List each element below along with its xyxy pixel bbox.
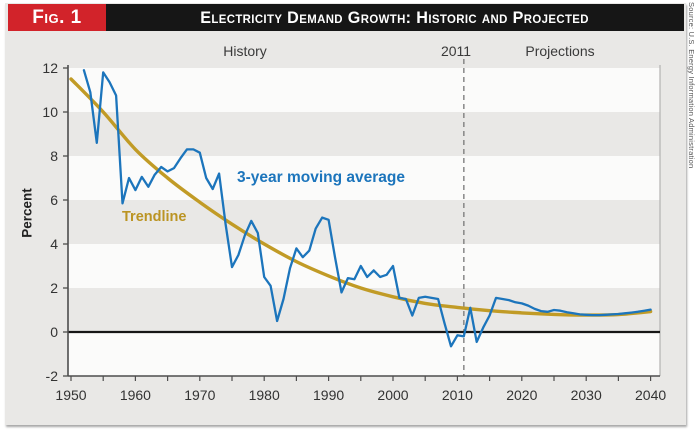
- fig-number-badge: Fig. 1: [8, 4, 106, 31]
- divider-year-label: 2011: [440, 43, 472, 59]
- x-tick-label: 1960: [120, 387, 151, 403]
- plot-band: [68, 244, 660, 288]
- plot-band: [68, 68, 660, 112]
- x-tick-label: 2030: [571, 387, 602, 403]
- trendline-series-label: Trendline: [122, 209, 187, 225]
- y-tick-label: 4: [50, 236, 58, 252]
- chart-canvas: -2 0 2 4 6 8 10 12 1950 1960 1970 1980 1990 2000 2010 2…: [42, 59, 666, 403]
- moving-average-series-label: 3-year moving average: [237, 169, 406, 186]
- y-tick-label: 6: [50, 192, 58, 208]
- moving-average-line: [82, 69, 652, 348]
- y-tick-label: 10: [42, 104, 58, 120]
- region-label-history: History: [223, 43, 267, 59]
- y-tick-label: 0: [50, 324, 58, 340]
- x-tick-label: 1980: [249, 387, 280, 403]
- figure-panel: Fig. 1 Electricity Demand Growth: Histor…: [5, 3, 686, 425]
- figure-title: Electricity Demand Growth: Historic and …: [200, 7, 590, 27]
- y-tick-label: -2: [46, 368, 59, 384]
- figure-title-bar: Electricity Demand Growth: Historic and …: [106, 4, 684, 31]
- x-tick-label: 1970: [184, 387, 215, 403]
- x-tick-label: 1990: [313, 387, 344, 403]
- y-tick-label: 8: [50, 148, 58, 164]
- x-tick-label: 2010: [442, 387, 473, 403]
- y-tick-label: 2: [50, 280, 58, 296]
- x-tick-label: 1950: [55, 387, 86, 403]
- figure-header: Fig. 1 Electricity Demand Growth: Histor…: [8, 4, 684, 31]
- y-axis-title: Percent: [19, 188, 35, 238]
- region-label-projections: Projections: [525, 43, 595, 59]
- plot-band: [68, 332, 660, 376]
- x-tick-label: 2020: [506, 387, 537, 403]
- x-tick-label: 2000: [377, 387, 408, 403]
- x-tick-label: 2040: [635, 387, 666, 403]
- trendline-curve: [69, 77, 653, 317]
- y-tick-label: 12: [42, 60, 58, 76]
- source-credit: Source: U.S. Energy Information Administ…: [687, 2, 696, 169]
- fig-number-label: Fig. 1: [32, 6, 82, 28]
